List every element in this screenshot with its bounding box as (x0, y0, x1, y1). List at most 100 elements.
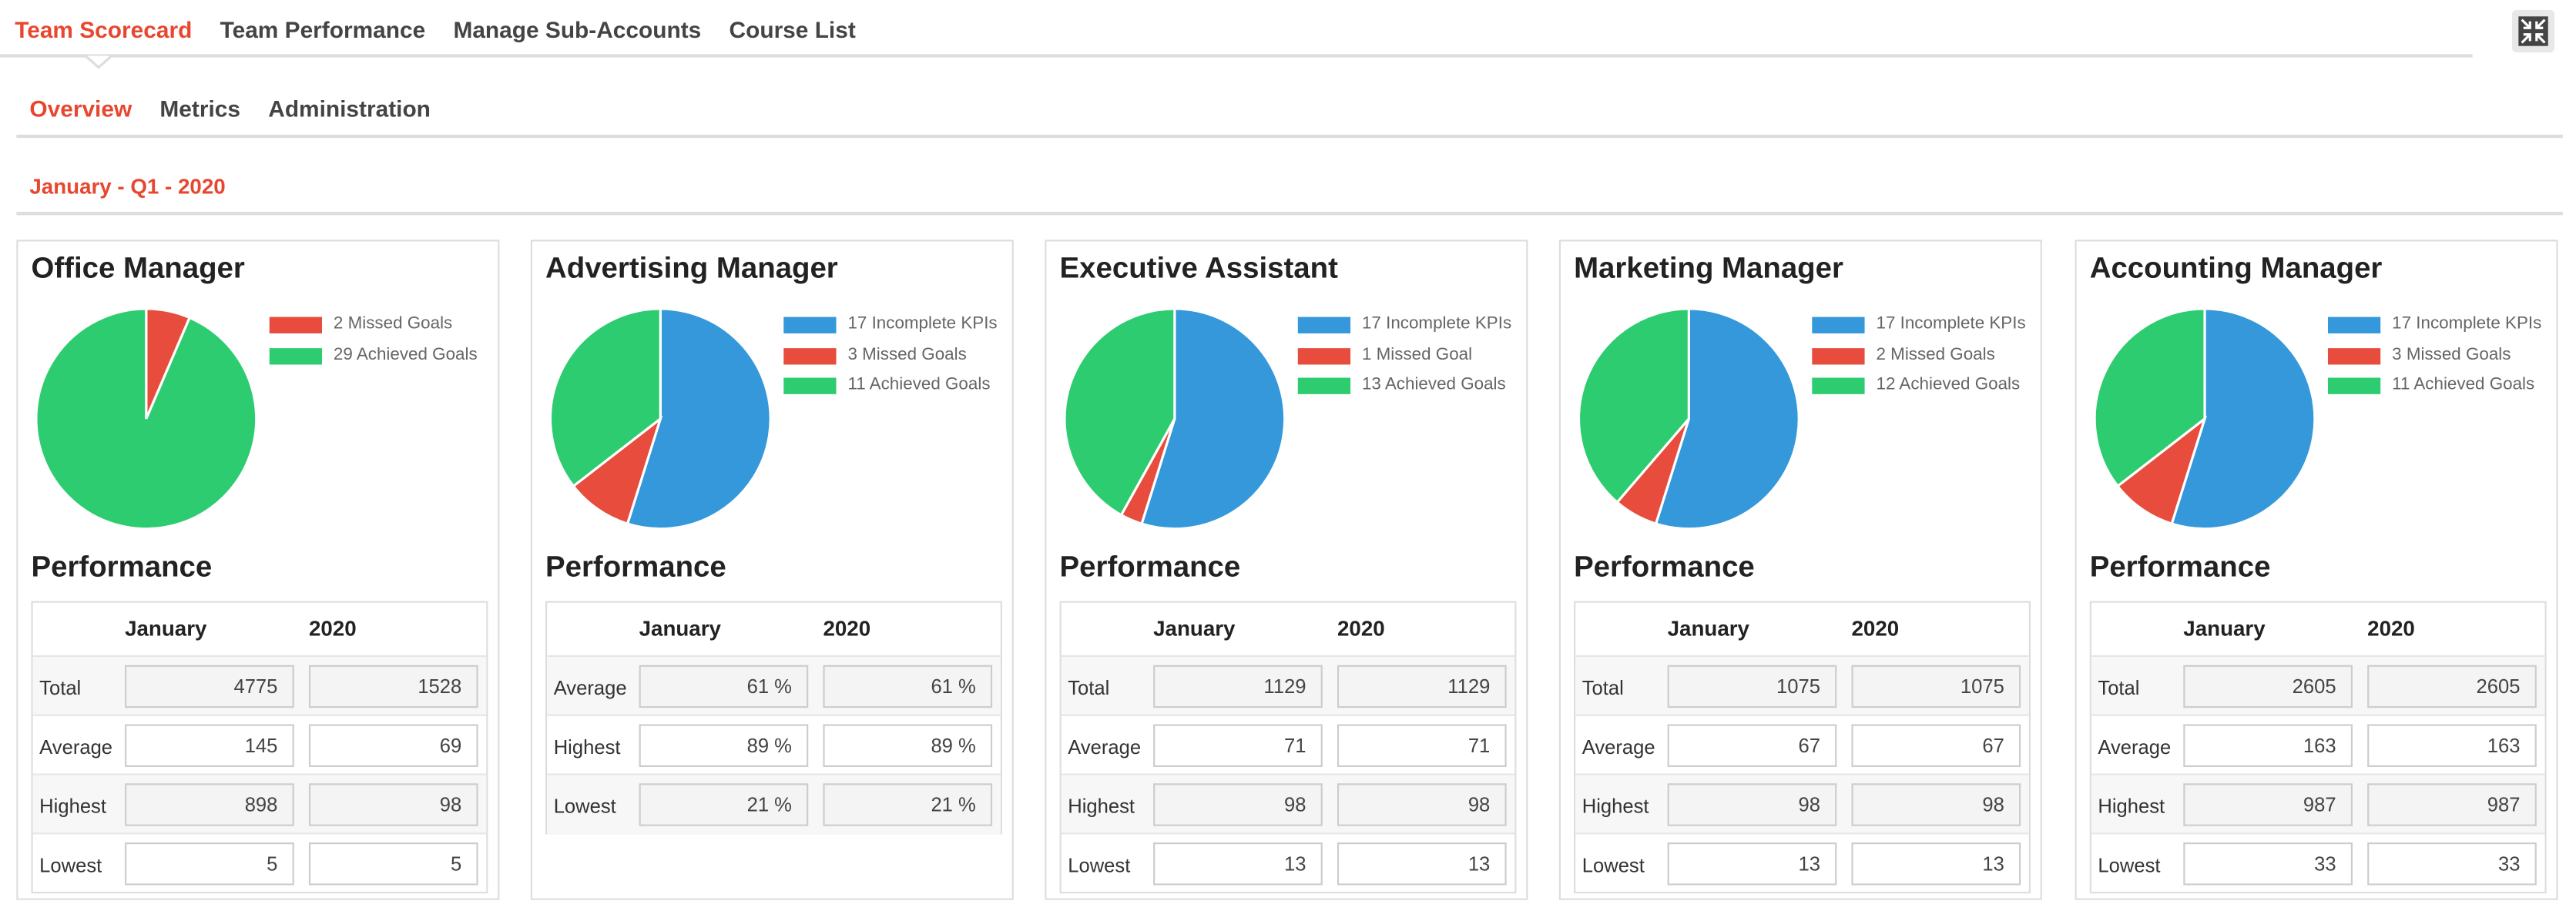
table-row: Average 67 67 (1575, 714, 2029, 775)
table-row: Average 163 163 (2091, 714, 2545, 775)
column-header: January (2183, 615, 2266, 641)
column-header: 2020 (1851, 615, 1900, 641)
value-field: 1129 (1337, 665, 1507, 708)
legend-swatch (1297, 347, 1351, 364)
column-header: 2020 (308, 615, 357, 641)
role-card: Accounting Manager 17 Incomplete KPIs 3 Mi… (2075, 239, 2558, 900)
row-label: Lowest (553, 795, 616, 819)
value-field: 13 (1667, 842, 1837, 886)
pie-slice (35, 307, 258, 531)
sub-tabs: Overview Metrics Administration (29, 95, 431, 122)
column-header: 2020 (1337, 615, 1385, 641)
active-caret (85, 55, 112, 69)
performance-title: Performance (1059, 550, 1241, 584)
value-field: 71 (1153, 724, 1323, 767)
value-field: 5 (308, 842, 478, 886)
value-field: 33 (2183, 842, 2353, 886)
value-field: 13 (1851, 842, 2021, 886)
collapse-button[interactable] (2511, 9, 2555, 53)
value-field: 987 (2367, 783, 2537, 826)
legend-label: 12 Achieved Goals (1876, 374, 2021, 394)
table-row: Total 4775 1528 (32, 655, 487, 716)
value-field: 21 % (823, 783, 993, 826)
row-label: Highest (39, 795, 106, 819)
column-header: 2020 (823, 615, 871, 641)
sub-tab[interactable]: Administration (268, 95, 431, 122)
main-tab[interactable]: Manage Sub-Accounts (453, 16, 702, 43)
main-tab[interactable]: Course List (729, 16, 856, 43)
legend-swatch (1812, 377, 1865, 394)
legend-label: 17 Incomplete KPIs (1361, 313, 1512, 333)
value-field: 5 (125, 842, 294, 886)
value-field: 98 (1153, 783, 1323, 826)
value-field: 145 (125, 724, 294, 767)
row-label: Highest (1068, 795, 1135, 819)
pie-slice (1654, 307, 1800, 531)
performance-table: January 2020 Total 4775 1528 Average 145 69 High… (31, 601, 488, 894)
value-field: 69 (308, 724, 478, 767)
legend-swatch (269, 316, 322, 333)
period-underline (16, 212, 2563, 216)
sub-tab[interactable]: Overview (29, 95, 132, 122)
card-title: Accounting Manager (2089, 251, 2383, 284)
performance-title: Performance (545, 550, 726, 584)
pie-slice (2170, 307, 2316, 531)
value-field: 89 % (639, 724, 809, 767)
card-title: Advertising Manager (545, 251, 838, 284)
main-tab[interactable]: Team Scorecard (15, 16, 193, 43)
value-field: 61 % (823, 665, 993, 708)
sub-tab[interactable]: Metrics (159, 95, 241, 122)
table-row: Lowest 21 % 21 % (547, 773, 1001, 835)
role-card: Executive Assistant 17 Incomplete KPIs 1 M… (1045, 239, 1528, 900)
value-field: 163 (2183, 724, 2353, 767)
table-row: Lowest 13 13 (1575, 832, 2029, 893)
legend-label: 17 Incomplete KPIs (1876, 313, 2026, 333)
value-field: 163 (2367, 724, 2537, 767)
column-header: January (639, 615, 721, 641)
row-label: Average (1581, 735, 1655, 759)
column-header: January (125, 615, 207, 641)
column-header: January (1153, 615, 1236, 641)
performance-title: Performance (1574, 550, 1755, 584)
legend-label: 2 Missed Goals (333, 313, 453, 333)
table-row: Highest 89 % 89 % (547, 714, 1001, 775)
performance-title: Performance (31, 550, 213, 584)
row-label: Lowest (1068, 853, 1131, 877)
value-field: 2605 (2367, 665, 2537, 708)
value-field: 33 (2367, 842, 2537, 886)
value-field: 21 % (639, 783, 809, 826)
period-title: January - Q1 - 2020 (29, 174, 226, 199)
legend-label: 1 Missed Goal (1361, 343, 1473, 364)
legend-label: 2 Missed Goals (1876, 343, 1995, 364)
table-row: Highest 987 987 (2091, 773, 2545, 835)
pie-slice (1063, 307, 1176, 517)
pie-slice (548, 307, 662, 488)
column-header: 2020 (2367, 615, 2415, 641)
row-label: Highest (1581, 795, 1649, 819)
main-tab[interactable]: Team Performance (220, 16, 426, 43)
table-row: Total 1129 1129 (1061, 655, 1515, 716)
legend-swatch (2327, 377, 2381, 394)
row-label: Lowest (2098, 853, 2161, 877)
pie-slice (1577, 307, 1690, 504)
table-row: Lowest 13 13 (1061, 832, 1515, 893)
role-card: Office Manager 2 Missed Goals 29 Achieved … (16, 239, 500, 900)
value-field: 13 (1337, 842, 1507, 886)
pie-chart (548, 307, 772, 531)
pie-chart (1577, 307, 1800, 531)
value-field: 987 (2183, 783, 2353, 826)
legend-label: 17 Incomplete KPIs (847, 313, 998, 333)
performance-table: January 2020 Total 1129 1129 Average 71 71 Highe… (1059, 601, 1517, 894)
value-field: 1075 (1667, 665, 1837, 708)
performance-table: January 2020 Average 61 % 61 % Highest 89 % 89 … (545, 601, 1002, 835)
card-title: Executive Assistant (1059, 251, 1338, 284)
legend-label: 11 Achieved Goals (847, 374, 991, 394)
pie-slice (572, 415, 663, 526)
row-label: Highest (2098, 795, 2165, 819)
row-label: Total (1068, 676, 1110, 700)
pie-slice (1140, 307, 1286, 531)
pie-slice (626, 307, 772, 531)
value-field: 2605 (2183, 665, 2353, 708)
pie-chart (2093, 307, 2316, 531)
